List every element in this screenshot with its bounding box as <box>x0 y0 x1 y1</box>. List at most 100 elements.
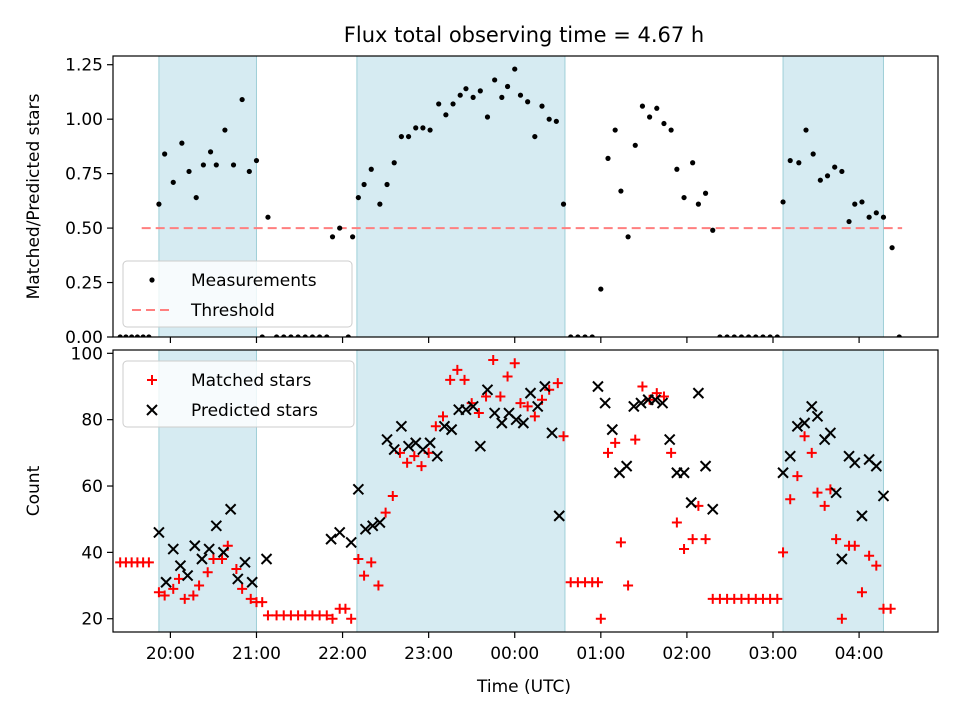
observing-window-span <box>782 56 884 337</box>
predicted-star-point <box>517 417 530 429</box>
matched-star-point <box>799 431 810 442</box>
measurement-point <box>880 214 887 220</box>
predicted-star-point <box>628 400 640 413</box>
x-tick-label: 00:00 <box>490 644 539 664</box>
matched-star-point <box>615 537 626 548</box>
x-tick-label: 01:00 <box>576 644 625 664</box>
predicted-star-point <box>699 460 712 472</box>
matched-star-point <box>409 451 420 462</box>
matched-star-point <box>637 381 648 392</box>
matched-star-point <box>644 394 655 405</box>
predicted-star-point <box>510 413 522 426</box>
measurement-point <box>329 234 336 240</box>
bottom-panel: 20 40 60 80 100 20:00 21:00 22:00 23:00 00:00 01:0… <box>24 344 939 664</box>
predicted-star-point <box>606 423 619 436</box>
matched-star-point <box>671 517 682 528</box>
measurement-point <box>612 127 618 133</box>
measurement-point <box>774 334 780 337</box>
matched-star-point <box>885 603 896 614</box>
matched-star-point <box>849 540 860 551</box>
matched-star-point <box>651 388 662 399</box>
predicted-star-point <box>467 400 479 413</box>
measurement-point <box>817 177 823 183</box>
matched-star-point <box>522 401 533 412</box>
measurement-point <box>810 151 816 157</box>
matched-star-point <box>836 613 847 624</box>
predicted-star-point <box>798 417 811 429</box>
predicted-star-point <box>359 523 372 535</box>
measurement-point <box>246 168 252 175</box>
matched-star-point <box>188 590 199 601</box>
matched-star-point <box>202 567 213 578</box>
measurement-point <box>463 86 469 92</box>
measurement-point <box>866 214 872 220</box>
predicted-star-point <box>189 540 201 552</box>
predicted-star-point <box>431 450 443 462</box>
measurement-point <box>873 210 879 216</box>
observing-window-span <box>356 56 566 337</box>
predicted-star-point <box>174 559 187 572</box>
x-tick-label: 21:00 <box>232 644 281 664</box>
measurement-point <box>146 334 152 337</box>
measurement-point <box>337 225 343 231</box>
x-tick-label: 03:00 <box>749 644 798 664</box>
predicted-star-point <box>374 516 386 529</box>
matched-star-point <box>143 557 154 568</box>
predicted-star-point <box>488 407 501 419</box>
matched-star-point <box>416 461 427 472</box>
measurement-point <box>654 105 660 111</box>
x-tick-label: 20:00 <box>146 644 195 664</box>
measurement-point <box>787 157 793 164</box>
measurement-point <box>690 160 696 166</box>
y-tick-label: 0.25 <box>65 274 103 294</box>
measurement-point <box>398 133 404 140</box>
matched-star-point <box>380 507 391 518</box>
measurement-point <box>309 334 316 337</box>
measurement-point <box>470 94 476 100</box>
measurement-point <box>239 96 245 103</box>
matched-star-point <box>430 421 441 432</box>
predicted-star-point <box>707 503 719 515</box>
legend-plus-marker <box>147 375 157 385</box>
measurement-point <box>598 286 604 292</box>
matched-star-point <box>700 534 711 545</box>
measurement-point <box>568 334 574 337</box>
measurement-point <box>117 334 123 337</box>
matched-star-point <box>208 554 219 565</box>
measurement-point <box>896 334 902 337</box>
matched-star-point <box>592 577 603 588</box>
predicted-star-point <box>592 380 604 393</box>
predicted-star-point <box>203 543 215 555</box>
matched-star-point <box>603 447 613 458</box>
matched-star-point <box>231 563 242 574</box>
matched-star-point <box>595 613 606 624</box>
measurement-point <box>499 94 505 100</box>
predicted-star-point <box>210 520 223 532</box>
matched-star-point <box>509 358 520 369</box>
matched-star-point <box>473 408 484 419</box>
measurement-point <box>618 188 624 194</box>
predicted-star-point <box>531 400 544 413</box>
y-axis-label: Matched/Predicted stars <box>24 93 44 299</box>
measurement-point <box>512 66 518 72</box>
measurement-point <box>436 101 442 107</box>
predicted-star-point <box>649 394 662 406</box>
matched-star-point <box>459 374 470 385</box>
measurement-point <box>368 166 374 172</box>
axes-frame <box>112 349 939 633</box>
matched-star-point <box>502 371 513 382</box>
predicted-star-point <box>685 496 697 509</box>
measurement-point <box>724 334 730 337</box>
matched-star-point <box>831 534 842 545</box>
measurement-point <box>413 125 419 131</box>
matched-star-point <box>623 580 634 591</box>
matched-star-point <box>778 547 789 558</box>
measurement-point <box>162 151 168 157</box>
predicted-star-point <box>791 420 804 433</box>
predicted-star-point <box>167 543 179 555</box>
measurement-point <box>546 116 552 122</box>
measurement-point <box>717 334 723 337</box>
measurement-point <box>492 77 498 83</box>
y-tick-label: 0.50 <box>65 219 103 239</box>
measurement-point <box>767 334 773 337</box>
